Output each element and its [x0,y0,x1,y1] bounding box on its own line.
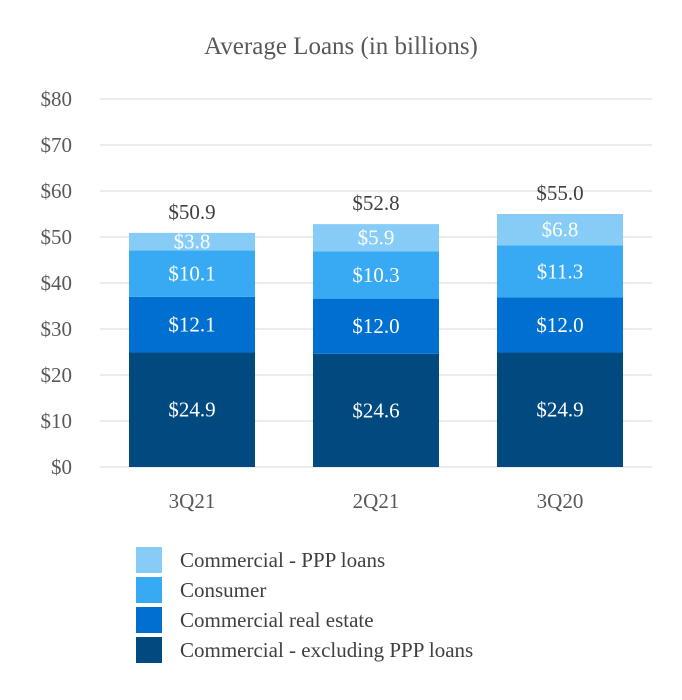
bar-total-label: $50.9 [168,200,215,224]
y-tick-label: $30 [41,317,73,341]
bar-segment [313,224,439,252]
segment-label: $6.8 [542,218,579,242]
bar-segment [497,245,623,298]
legend-swatch [136,637,162,663]
segment-label: $11.3 [537,259,583,283]
y-tick-label: $70 [41,133,73,157]
legend-label: Commercial - excluding PPP loans [180,638,473,662]
segment-label: $10.3 [352,263,399,287]
bar-total-label: $55.0 [536,181,583,205]
x-tick-label: 2Q21 [353,489,400,513]
y-axis-ticks: $0 $10 $20 $30 $40 $50 $60 $70 $80 [41,87,73,479]
legend-label: Commercial real estate [180,608,374,632]
bar-segment [497,297,623,353]
y-tick-label: $80 [41,87,73,111]
segment-label: $5.9 [358,226,395,250]
bar-segment [313,298,439,354]
segment-label: $24.6 [352,398,399,422]
y-tick-label: $10 [41,409,73,433]
bar-segment [129,352,255,467]
bar-segment [129,296,255,353]
bar-segment [497,214,623,246]
x-axis-ticks: 3Q21 2Q21 3Q20 [169,489,584,513]
legend-label: Consumer [180,578,266,602]
legend-swatch [136,547,162,573]
segment-label: $12.0 [352,314,399,338]
x-tick-label: 3Q21 [169,489,216,513]
y-tick-label: $0 [51,455,72,479]
y-tick-label: $20 [41,363,73,387]
segment-label: $10.1 [168,262,215,286]
legend: Commercial - PPP loans Consumer Commercial… [136,547,473,663]
bar-segment [313,251,439,299]
chart-title: Average Loans (in billions) [204,33,478,60]
segment-label: $24.9 [536,398,583,422]
bar-total-label: $52.8 [352,191,399,215]
x-tick-label: 3Q20 [537,489,584,513]
segment-label: $12.1 [168,313,215,337]
y-tick-label: $50 [41,225,73,249]
y-tick-label: $60 [41,179,73,203]
segment-label: $3.8 [174,230,211,254]
segment-label: $24.9 [168,398,215,422]
bars: $24.9 $12.1 $10.1 $3.8 $50.9 $24.6 $12.0 $10.3 $… [129,181,623,467]
y-tick-label: $40 [41,271,73,295]
legend-swatch [136,607,162,633]
bar-segment [129,250,255,297]
legend-label: Commercial - PPP loans [180,548,385,572]
bar-segment [313,353,439,467]
segment-label: $12.0 [536,313,583,337]
bar-segment [129,232,255,251]
bar-segment [497,352,623,467]
legend-swatch [136,577,162,603]
